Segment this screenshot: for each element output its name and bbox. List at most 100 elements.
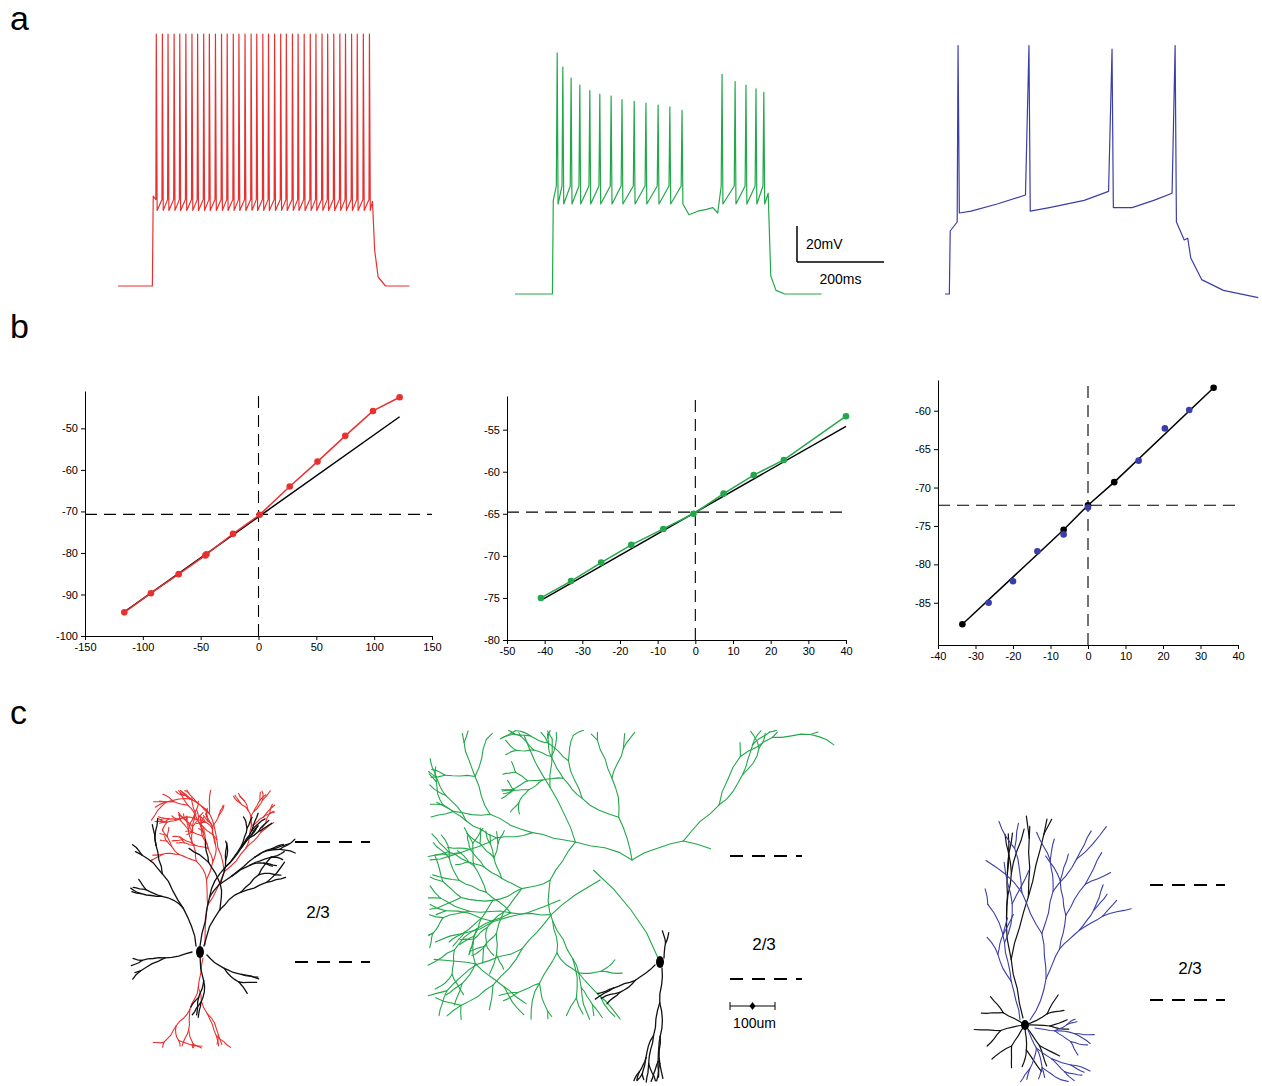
axon	[429, 915, 443, 918]
axon	[196, 822, 205, 823]
dendrite	[651, 1078, 652, 1081]
axon	[506, 740, 517, 750]
tick-label: 40	[840, 645, 852, 657]
axon	[999, 821, 1015, 848]
data-point	[1085, 504, 1092, 511]
layer-boundary	[1150, 999, 1225, 1001]
axon	[494, 843, 498, 857]
dendrite	[614, 980, 636, 988]
axon	[506, 751, 517, 755]
dendrite	[200, 956, 204, 981]
tick-label: 10	[727, 645, 739, 657]
axon	[519, 790, 529, 803]
axon	[1055, 1031, 1071, 1042]
axon	[1060, 915, 1066, 949]
axon	[1028, 1030, 1036, 1048]
axon	[1067, 1022, 1077, 1025]
axon	[743, 748, 759, 775]
axon	[987, 937, 998, 954]
dendrite	[974, 1030, 1000, 1031]
dendrite	[133, 971, 141, 979]
axon	[481, 900, 492, 918]
dendrite	[197, 997, 199, 1014]
tick-mark	[1201, 645, 1202, 649]
neuron	[131, 790, 295, 1048]
voltage-trace	[515, 53, 822, 294]
tick-label: -50	[500, 645, 516, 657]
dendrite	[270, 857, 283, 859]
tick-mark	[81, 428, 85, 429]
axon	[600, 997, 614, 1017]
tick-mark	[81, 553, 85, 554]
axon	[235, 795, 240, 803]
axon	[473, 843, 474, 866]
axon	[573, 730, 583, 735]
axon	[568, 761, 582, 799]
axon	[496, 833, 532, 838]
axon	[152, 854, 163, 860]
axon	[810, 734, 833, 744]
axon	[436, 777, 446, 796]
data-point	[538, 595, 545, 602]
reference-line	[507, 512, 846, 513]
axon	[244, 801, 248, 810]
tick-label: -30	[575, 645, 591, 657]
data-point	[396, 394, 403, 401]
dendrite	[1028, 838, 1029, 896]
axon	[428, 950, 454, 965]
tick: -80	[62, 547, 85, 559]
axon	[433, 918, 443, 934]
tick-mark	[503, 556, 507, 557]
plot-area	[507, 396, 849, 640]
layer-label: 2/3	[752, 935, 776, 954]
axon	[489, 985, 493, 1010]
axon	[518, 983, 540, 992]
dendrite	[595, 988, 613, 999]
plot-area	[945, 46, 1258, 298]
axon	[163, 853, 179, 854]
tick-label: -65	[915, 443, 931, 455]
dendrite	[232, 857, 255, 876]
tick: -50	[62, 422, 85, 434]
axon	[1015, 823, 1019, 848]
axon	[182, 817, 198, 820]
data-point	[781, 457, 788, 464]
axon	[1085, 872, 1110, 884]
data-point	[959, 621, 966, 628]
panel-letter: a	[10, 0, 29, 37]
dendrite	[597, 988, 613, 994]
axon	[1071, 1042, 1078, 1055]
dendrite	[142, 958, 165, 961]
tick: 150	[423, 636, 441, 653]
dendrite	[204, 910, 220, 946]
tick-mark	[1013, 645, 1014, 649]
dendrite	[1026, 816, 1029, 838]
dendrite	[639, 1058, 646, 1072]
tick: 10	[727, 640, 739, 657]
axon	[496, 912, 503, 933]
axon	[151, 802, 166, 820]
dendrite	[232, 865, 250, 876]
tick-label: -80	[915, 558, 931, 570]
tick: 40	[840, 640, 852, 657]
dendrite	[664, 943, 666, 958]
tick-mark	[934, 603, 938, 604]
data-point	[121, 609, 128, 616]
axon	[502, 789, 514, 799]
axon	[163, 822, 167, 831]
axon	[593, 1005, 603, 1018]
axon	[632, 841, 683, 860]
axon	[1071, 1065, 1084, 1072]
axon	[547, 731, 552, 739]
axon	[550, 787, 575, 842]
axon	[272, 805, 274, 807]
dendrite	[243, 817, 247, 828]
axon	[216, 1036, 230, 1048]
dendrite	[183, 908, 196, 946]
tick-label: -30	[968, 650, 984, 662]
axon	[484, 867, 502, 878]
tick-mark	[81, 470, 85, 471]
axon	[486, 945, 494, 955]
axon	[430, 877, 442, 881]
axon	[262, 791, 263, 800]
